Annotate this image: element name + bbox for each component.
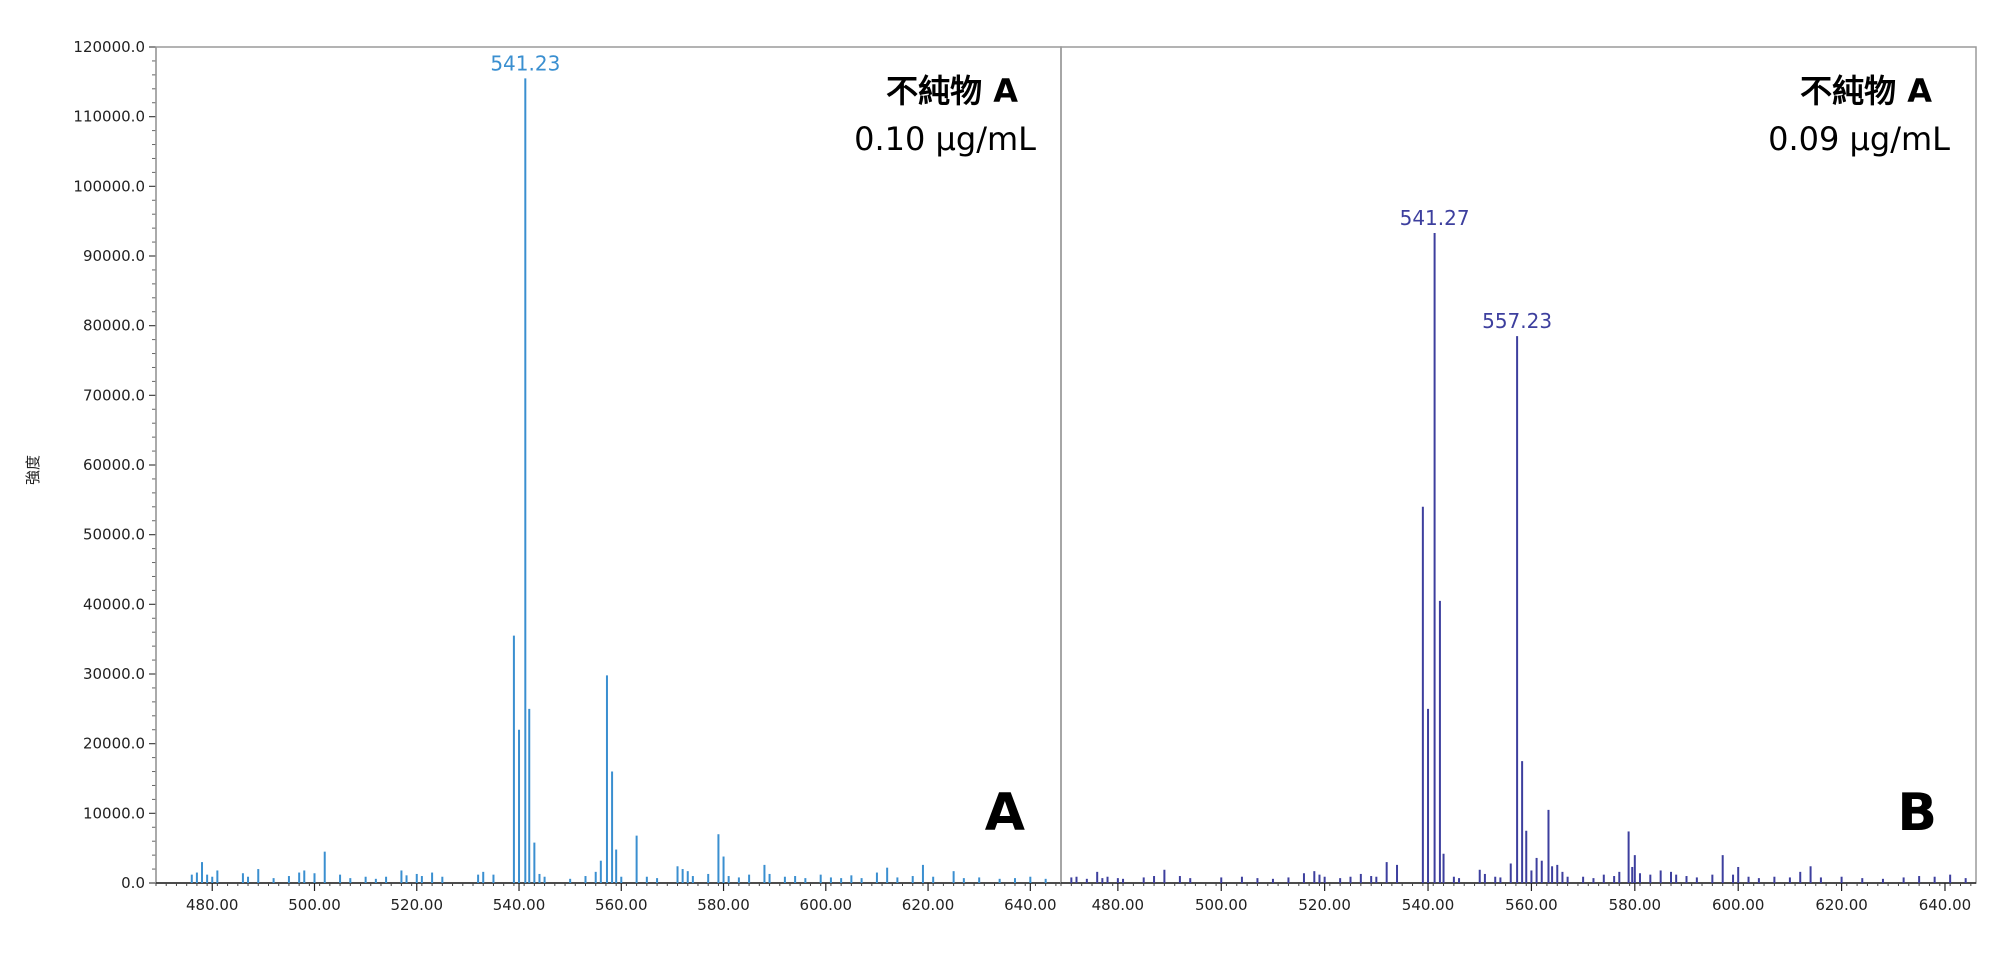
y-tick-group: 0.0 10000.0 20000.0 30000.0 40000.0 50000.0 60… bbox=[73, 38, 156, 892]
y-tick-label: 80000.0 bbox=[83, 317, 145, 335]
x-tick-label: 560.00 bbox=[595, 896, 648, 914]
panel-a-concentration: 0.10 µg/mL bbox=[854, 120, 1036, 158]
panel-a-title: 不純物 A bbox=[886, 72, 1018, 110]
y-tick-label: 110000.0 bbox=[73, 108, 145, 126]
x-tick-label: 600.00 bbox=[800, 896, 853, 914]
y-tick-label: 90000.0 bbox=[83, 247, 145, 265]
x-tick-label: 640.00 bbox=[1004, 896, 1057, 914]
y-tick-label: 60000.0 bbox=[83, 456, 145, 474]
y-tick-label: 30000.0 bbox=[83, 665, 145, 683]
peak-label: 541.27 bbox=[1400, 206, 1470, 230]
y-axis-label: 強度 bbox=[24, 455, 42, 485]
y-tick-label: 100000.0 bbox=[73, 177, 145, 195]
x-tick-label: 480.00 bbox=[186, 896, 239, 914]
panel-b-letter: B bbox=[1897, 783, 1937, 843]
y-tick-label: 10000.0 bbox=[83, 804, 145, 822]
y-tick-label: 40000.0 bbox=[83, 595, 145, 613]
panel-a-letter: A bbox=[985, 783, 1025, 843]
y-tick-label: 70000.0 bbox=[83, 386, 145, 404]
x-tick-label: 580.00 bbox=[697, 896, 750, 914]
panel-a-x-axis: 480.00 500.00 520.00 540.00 560.00 580.00 600.… bbox=[155, 882, 1061, 914]
panel-a-peaks bbox=[190, 78, 1047, 883]
x-tick-label: 500.00 bbox=[1195, 896, 1248, 914]
x-tick-label: 620.00 bbox=[1815, 896, 1868, 914]
y-axis: 0.0 10000.0 20000.0 30000.0 40000.0 50000.0 60… bbox=[24, 38, 157, 892]
panel-a-frame bbox=[155, 46, 1062, 884]
x-tick-label: 540.00 bbox=[1402, 896, 1455, 914]
panel-b-concentration: 0.09 µg/mL bbox=[1768, 120, 1950, 158]
peak-label: 541.23 bbox=[490, 51, 560, 75]
y-tick-label: 120000.0 bbox=[73, 38, 145, 56]
x-tick-label: 520.00 bbox=[1298, 896, 1351, 914]
x-tick-label: 500.00 bbox=[288, 896, 341, 914]
x-tick-label: 580.00 bbox=[1609, 896, 1662, 914]
panel-b-x-axis: 480.00 500.00 520.00 540.00 560.00 580.00 600.… bbox=[1060, 882, 1976, 914]
y-tick-label: 50000.0 bbox=[83, 526, 145, 544]
panel-a-peak-labels: 541.23 bbox=[490, 51, 560, 75]
y-tick-label: 0.0 bbox=[121, 874, 145, 892]
x-tick-label: 640.00 bbox=[1919, 896, 1972, 914]
x-tick-label: 520.00 bbox=[391, 896, 444, 914]
x-tick-label: 540.00 bbox=[493, 896, 546, 914]
x-tick-label: 560.00 bbox=[1505, 896, 1558, 914]
panel-b: 480.00 500.00 520.00 540.00 560.00 580.00 600.… bbox=[1060, 46, 1977, 914]
panel-a: 480.00 500.00 520.00 540.00 560.00 580.00 600.… bbox=[155, 46, 1062, 914]
y-tick-label: 20000.0 bbox=[83, 735, 145, 753]
peak-label: 557.23 bbox=[1482, 309, 1552, 333]
x-tick-label: 620.00 bbox=[902, 896, 955, 914]
panel-b-title: 不純物 A bbox=[1800, 72, 1932, 110]
panel-b-peak-labels: 541.27 557.23 bbox=[1400, 206, 1552, 333]
x-tick-label: 480.00 bbox=[1092, 896, 1145, 914]
panel-b-peaks bbox=[1070, 233, 1967, 883]
panel-b-frame bbox=[1060, 46, 1977, 884]
x-tick-label: 600.00 bbox=[1712, 896, 1765, 914]
